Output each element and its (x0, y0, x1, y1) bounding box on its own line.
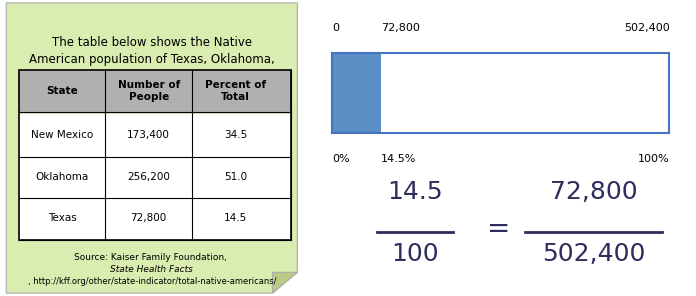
Polygon shape (273, 272, 297, 293)
Text: Texas: Texas (47, 213, 77, 223)
Text: 14.5: 14.5 (223, 213, 247, 223)
Text: The table below shows the Native
American population of Texas, Oklahoma,
and New: The table below shows the Native America… (29, 36, 275, 83)
Text: New Mexico: New Mexico (31, 131, 93, 140)
Text: 14.5: 14.5 (388, 180, 443, 204)
FancyBboxPatch shape (19, 155, 291, 198)
FancyBboxPatch shape (19, 70, 291, 112)
Text: State Health Facts: State Health Facts (111, 265, 193, 274)
Text: , http://kff.org/other/state-indicator/total-native-americans/: , http://kff.org/other/state-indicator/t… (28, 277, 276, 286)
Text: 34.5: 34.5 (223, 131, 247, 140)
FancyBboxPatch shape (19, 114, 291, 157)
Text: Source: Kaiser Family Foundation,: Source: Kaiser Family Foundation, (74, 253, 230, 262)
Text: 51.0: 51.0 (224, 172, 247, 182)
Text: 100: 100 (391, 242, 439, 266)
Text: 256,200: 256,200 (127, 172, 170, 182)
Text: 173,400: 173,400 (127, 131, 170, 140)
Text: 0: 0 (332, 22, 339, 33)
Polygon shape (6, 3, 297, 293)
Text: =: = (487, 215, 510, 243)
Bar (332, 53, 670, 133)
Text: 72,800: 72,800 (131, 213, 167, 223)
Text: 0%: 0% (332, 154, 349, 164)
Text: 502,400: 502,400 (542, 242, 645, 266)
Text: 72,800: 72,800 (550, 180, 638, 204)
Text: State: State (46, 86, 78, 96)
Text: 72,800: 72,800 (381, 22, 420, 33)
Bar (19, 70, 291, 240)
Text: 100%: 100% (638, 154, 670, 164)
Text: 14.5%: 14.5% (381, 154, 416, 164)
Text: Number of
People: Number of People (118, 80, 180, 102)
Bar (332, 53, 381, 133)
Text: 502,400: 502,400 (624, 22, 670, 33)
Text: Oklahoma: Oklahoma (35, 172, 88, 182)
Text: Percent of
Total: Percent of Total (205, 80, 266, 102)
FancyBboxPatch shape (19, 197, 291, 240)
